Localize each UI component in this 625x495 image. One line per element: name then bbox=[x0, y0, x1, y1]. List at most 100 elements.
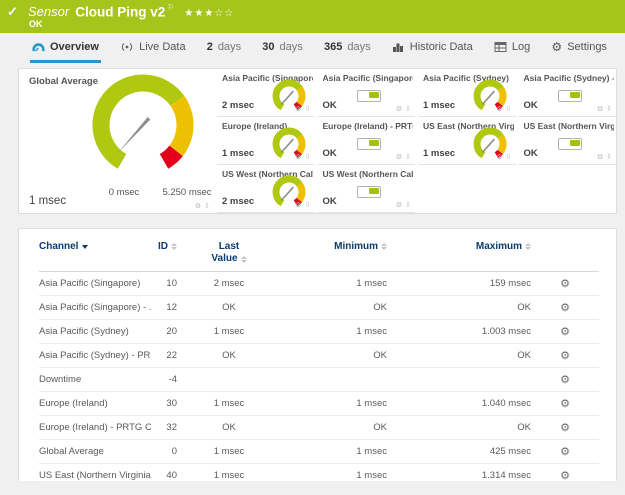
tab-365-days[interactable]: 365 days bbox=[322, 33, 373, 63]
gear-icon[interactable]: ⚙ bbox=[395, 106, 403, 113]
tile-title: Asia Pacific (Sydney) bbox=[423, 73, 509, 83]
channel-tile[interactable]: Asia Pacific (Sydney) - PRTG ... OK ⚙⇩ bbox=[518, 69, 616, 117]
tab-historic-data[interactable]: Historic Data bbox=[390, 33, 475, 63]
channel-settings-gear-icon[interactable]: ⚙ bbox=[560, 422, 570, 434]
column-header-actions bbox=[531, 229, 599, 272]
last-value-cell: OK bbox=[222, 302, 236, 313]
tab-label: days bbox=[217, 40, 242, 53]
channel-settings-gear-icon[interactable]: ⚙ bbox=[560, 278, 570, 290]
pin-icon[interactable]: ⇩ bbox=[304, 202, 311, 209]
pin-icon[interactable]: ⇩ bbox=[505, 154, 512, 161]
column-header-last-value[interactable]: Last Value bbox=[177, 229, 281, 272]
tab-bar: Overview Live Data 2 days 30 days 365 da… bbox=[0, 33, 625, 63]
maximum-cell: 1.003 msec bbox=[481, 326, 531, 337]
tile-title: Asia Pacific (Sydney) - PRTG ... bbox=[523, 73, 615, 83]
tab-live-data[interactable]: Live Data bbox=[118, 33, 187, 63]
channel-tile[interactable]: US West (Northern California) 2 msec ⚙⇩ bbox=[217, 165, 315, 213]
last-value-cell: OK bbox=[222, 422, 236, 433]
pin-icon[interactable]: ⇩ bbox=[505, 106, 512, 113]
gear-icon[interactable]: ⚙ bbox=[295, 106, 302, 113]
channel-settings-gear-icon[interactable]: ⚙ bbox=[560, 398, 570, 410]
tab-log[interactable]: Log bbox=[492, 33, 532, 63]
column-header-channel[interactable]: Channel bbox=[39, 229, 151, 272]
gear-icon[interactable]: ⚙ bbox=[395, 202, 403, 209]
channel-name-cell[interactable]: Asia Pacific (Sydney) - PR... bbox=[39, 350, 151, 361]
channel-name-cell[interactable]: US East (Northern Virginia) bbox=[39, 470, 151, 481]
column-header-maximum[interactable]: Maximum bbox=[387, 229, 531, 272]
channel-name-cell[interactable]: US East (Northern Virgini... bbox=[39, 488, 151, 495]
switch-indicator bbox=[357, 138, 381, 150]
channel-tile[interactable]: Europe (Ireland) 1 msec ⚙ ⇩ bbox=[217, 117, 315, 165]
channel-tile[interactable]: Asia Pacific (Singapore) - PR... OK ⚙⇩ bbox=[317, 69, 415, 117]
maximum-cell: 425 msec bbox=[489, 446, 531, 457]
channel-settings-gear-icon[interactable]: ⚙ bbox=[560, 326, 570, 338]
pin-icon[interactable]: ⇩ bbox=[405, 154, 411, 161]
channel-settings-gear-icon[interactable]: ⚙ bbox=[560, 350, 570, 362]
channel-name-cell[interactable]: Asia Pacific (Singapore) - ... bbox=[39, 302, 151, 313]
channel-settings-gear-icon[interactable]: ⚙ bbox=[560, 470, 570, 482]
gear-icon[interactable]: ⚙ bbox=[295, 154, 302, 161]
channel-settings-gear-icon[interactable]: ⚙ bbox=[560, 302, 570, 314]
maximum-cell: OK bbox=[517, 350, 531, 361]
gear-icon[interactable]: ⚙ bbox=[496, 106, 503, 113]
table-row[interactable]: US East (Northern Virginia) 40 1 msec 1 … bbox=[39, 463, 599, 488]
pin-icon[interactable]: ⇩ bbox=[606, 154, 612, 161]
table-row[interactable]: US East (Northern Virgini... 42 OK OK OK… bbox=[39, 487, 599, 495]
minimum-cell: 1 msec bbox=[356, 398, 387, 409]
table-row[interactable]: Europe (Ireland) - PRTG Cl... 32 OK OK O… bbox=[39, 415, 599, 440]
tab-settings[interactable]: ⚙ Settings bbox=[549, 33, 609, 63]
gear-icon[interactable]: ⚙ bbox=[395, 154, 403, 161]
channel-tile[interactable]: US East (Northern Virginia) - ... OK ⚙⇩ bbox=[518, 117, 616, 165]
id-cell: 0 bbox=[171, 446, 177, 457]
channel-name-cell[interactable]: Europe (Ireland) - PRTG Cl... bbox=[39, 422, 151, 433]
maximum-cell: OK bbox=[517, 302, 531, 313]
table-row[interactable]: Asia Pacific (Singapore) - ... 12 OK OK … bbox=[39, 295, 599, 320]
channel-name-cell[interactable]: Asia Pacific (Sydney) bbox=[39, 326, 129, 337]
sorted-desc-icon bbox=[82, 245, 89, 249]
channel-name-cell[interactable]: Downtime bbox=[39, 374, 82, 385]
last-value-cell bbox=[177, 368, 281, 392]
tile-value: 1 msec bbox=[423, 148, 456, 159]
table-row[interactable]: Asia Pacific (Sydney) 20 1 msec 1 msec 1… bbox=[39, 319, 599, 344]
channel-tile[interactable]: Europe (Ireland) - PRTG Cloud... OK ⚙⇩ bbox=[317, 117, 415, 165]
channel-tile[interactable]: US East (Northern Virginia) 1 msec ⚙⇩ bbox=[418, 117, 516, 165]
channel-name-cell[interactable]: Asia Pacific (Singapore) bbox=[39, 278, 141, 289]
gear-icon[interactable]: ⚙ bbox=[194, 203, 202, 210]
table-row[interactable]: Asia Pacific (Singapore) 10 2 msec 1 mse… bbox=[39, 271, 599, 296]
priority-flag-icon[interactable]: ⚐ bbox=[167, 3, 175, 12]
tile-value: OK bbox=[322, 100, 337, 111]
column-label: ID bbox=[158, 241, 168, 252]
channel-name-cell[interactable]: Europe (Ireland) bbox=[39, 398, 108, 409]
gear-icon[interactable]: ⚙ bbox=[496, 154, 503, 161]
tab-overview[interactable]: Overview bbox=[30, 33, 101, 63]
star-rating[interactable]: ★★★☆☆ bbox=[184, 8, 235, 20]
channel-name-cell[interactable]: Global Average bbox=[39, 446, 104, 457]
column-header-id[interactable]: ID bbox=[151, 229, 177, 272]
gear-icon[interactable]: ⚙ bbox=[295, 202, 302, 209]
table-row[interactable]: Global Average 0 1 msec 1 msec 425 msec … bbox=[39, 439, 599, 464]
pin-icon[interactable]: ⇩ bbox=[606, 106, 612, 113]
column-header-minimum[interactable]: Minimum bbox=[281, 229, 387, 272]
table-row[interactable]: Downtime -4 ⚙ bbox=[39, 367, 599, 392]
channel-settings-gear-icon[interactable]: ⚙ bbox=[560, 446, 570, 458]
channel-tile[interactable]: US West (Northern California)... OK ⚙⇩ bbox=[317, 165, 415, 213]
pin-icon[interactable]: ⇩ bbox=[204, 203, 210, 210]
pin-icon[interactable]: ⇩ bbox=[405, 106, 411, 113]
id-cell: 10 bbox=[166, 278, 177, 289]
pin-icon[interactable]: ⇩ bbox=[405, 202, 411, 209]
table-row[interactable]: Asia Pacific (Sydney) - PR... 22 OK OK O… bbox=[39, 343, 599, 368]
gear-icon[interactable]: ⚙ bbox=[596, 154, 604, 161]
channel-tile[interactable]: Asia Pacific (Singapore) 2 msec ⚙ ⇩ bbox=[217, 69, 315, 117]
pin-icon[interactable]: ⇩ bbox=[304, 154, 311, 161]
sort-icon bbox=[525, 243, 531, 250]
pin-icon[interactable]: ⇩ bbox=[304, 106, 311, 113]
tab-30-days[interactable]: 30 days bbox=[260, 33, 305, 63]
gear-icon[interactable]: ⚙ bbox=[596, 106, 604, 113]
channel-settings-gear-icon[interactable]: ⚙ bbox=[560, 374, 570, 386]
tab-label: days bbox=[347, 40, 371, 53]
gauge-icon bbox=[32, 42, 45, 51]
channel-tile[interactable]: Asia Pacific (Sydney) 1 msec ⚙ ⇩ bbox=[418, 69, 516, 117]
global-average-tile[interactable]: Global Average 0 msec 5.250 msec 1 msec … bbox=[19, 69, 214, 213]
table-row[interactable]: Europe (Ireland) 30 1 msec 1 msec 1.040 … bbox=[39, 391, 599, 416]
tab-2-days[interactable]: 2 days bbox=[205, 33, 243, 63]
